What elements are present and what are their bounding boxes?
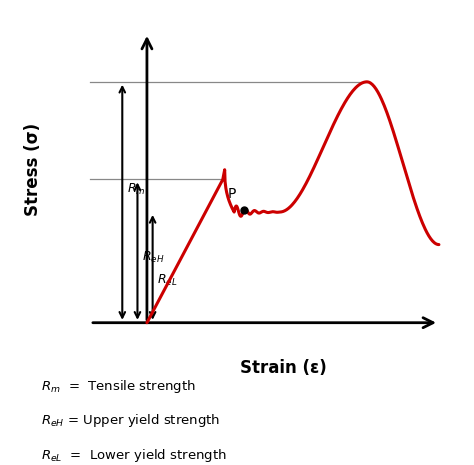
Text: $R_{eH}$ = Upper yield strength: $R_{eH}$ = Upper yield strength — [41, 412, 220, 429]
Text: $R_{eL}$  =  Lower yield strength: $R_{eL}$ = Lower yield strength — [41, 446, 226, 464]
Text: Strain (ε): Strain (ε) — [240, 359, 327, 377]
Text: Stress (σ): Stress (σ) — [24, 123, 42, 216]
Text: P: P — [228, 186, 237, 201]
Text: $R_m$: $R_m$ — [127, 182, 146, 197]
Text: $R_{eH}$: $R_{eH}$ — [142, 250, 164, 265]
Text: $R_m$  =  Tensile strength: $R_m$ = Tensile strength — [41, 378, 196, 395]
Text: $R_{eL}$: $R_{eL}$ — [157, 273, 178, 288]
